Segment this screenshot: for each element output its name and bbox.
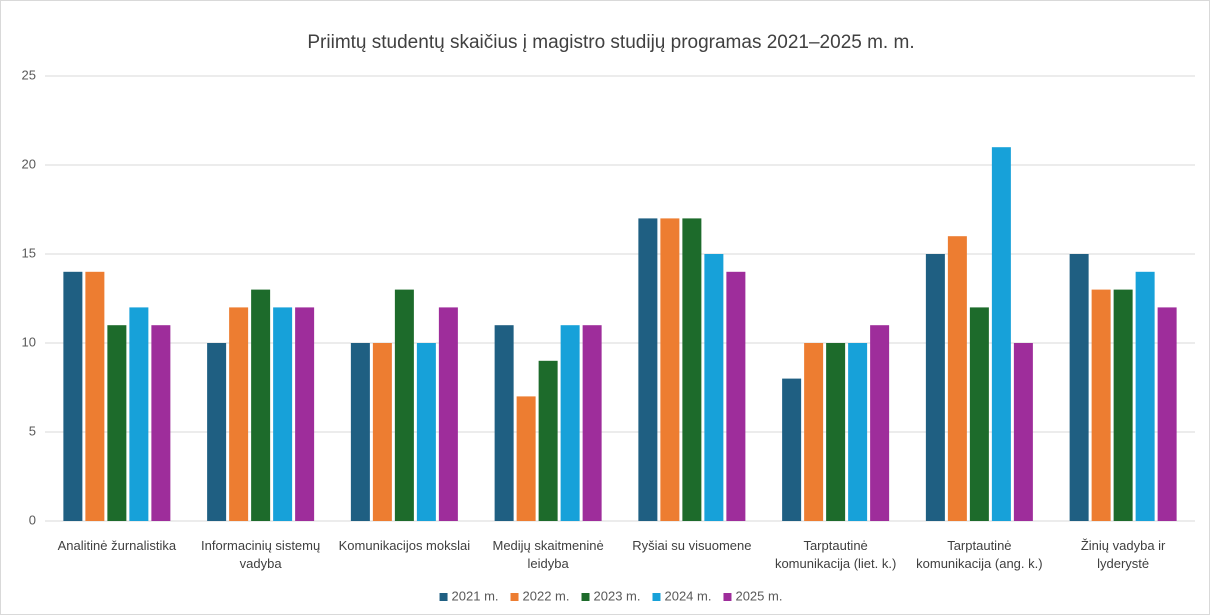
bar — [372, 343, 392, 521]
bar — [494, 325, 514, 521]
bar — [394, 289, 414, 521]
bar — [1135, 271, 1155, 521]
x-tick-label: Komunikacijos mokslai — [338, 538, 471, 553]
x-tick-label: Medijų skaitmeninė leidyba — [492, 538, 604, 571]
bar — [704, 254, 724, 521]
bar — [151, 325, 171, 521]
bar — [682, 218, 702, 521]
bar — [826, 343, 846, 521]
bar — [925, 254, 945, 521]
bar — [870, 325, 890, 521]
bar — [273, 307, 293, 521]
y-tick-label: 15 — [22, 245, 36, 260]
bar — [1157, 307, 1177, 521]
bar — [207, 343, 227, 521]
x-tick-label: Tarptautinė komunikacija (ang. k.) — [916, 538, 1043, 571]
chart-title: Priimtų studentų skaičius į magistro stu… — [307, 32, 914, 53]
bar — [295, 307, 315, 521]
legend-swatch — [581, 593, 590, 601]
bar — [350, 343, 370, 521]
legend-swatch — [723, 593, 732, 601]
bar — [1113, 289, 1133, 521]
x-tick-label: Informacinių sistemų vadyba — [201, 538, 321, 571]
legend-swatch — [510, 593, 519, 601]
bar — [107, 325, 127, 521]
y-tick-label: 5 — [29, 423, 36, 438]
bar — [782, 378, 802, 521]
bar — [63, 271, 83, 521]
x-tick-label: Žinių vadyba ir lyderystė — [1080, 538, 1166, 571]
bar — [85, 271, 105, 521]
y-tick-label: 20 — [22, 156, 36, 171]
bar — [726, 271, 746, 521]
legend-label: 2024 m. — [664, 588, 711, 603]
bar — [438, 307, 458, 521]
bar — [638, 218, 658, 521]
bar — [538, 360, 558, 521]
bar — [1091, 289, 1111, 521]
legend-swatch — [439, 593, 448, 601]
legend-label: 2022 m. — [523, 588, 570, 603]
y-tick-label: 10 — [22, 334, 36, 349]
bar — [129, 307, 149, 521]
bar — [947, 236, 967, 521]
legend-label: 2025 m. — [735, 588, 782, 603]
bar — [560, 325, 580, 521]
x-tick-label: Ryšiai su visuomene — [632, 538, 752, 553]
y-tick-label: 0 — [29, 512, 36, 527]
bar — [1069, 254, 1089, 521]
bar — [991, 147, 1011, 521]
bar — [969, 307, 989, 521]
legend-swatch — [652, 593, 661, 601]
bar — [416, 343, 436, 521]
bar — [229, 307, 249, 521]
bar — [582, 325, 602, 521]
bar — [251, 289, 271, 521]
legend-label: 2023 m. — [594, 588, 641, 603]
bar — [660, 218, 680, 521]
legend-label: 2021 m. — [452, 588, 499, 603]
bar — [1013, 343, 1033, 521]
y-tick-label: 25 — [22, 67, 36, 82]
bar — [848, 343, 868, 521]
bar — [804, 343, 824, 521]
bar — [516, 396, 536, 521]
x-tick-label: Tarptautinė komunikacija (liet. k.) — [774, 538, 897, 571]
x-tick-label: Analitinė žurnalistika — [57, 538, 177, 553]
